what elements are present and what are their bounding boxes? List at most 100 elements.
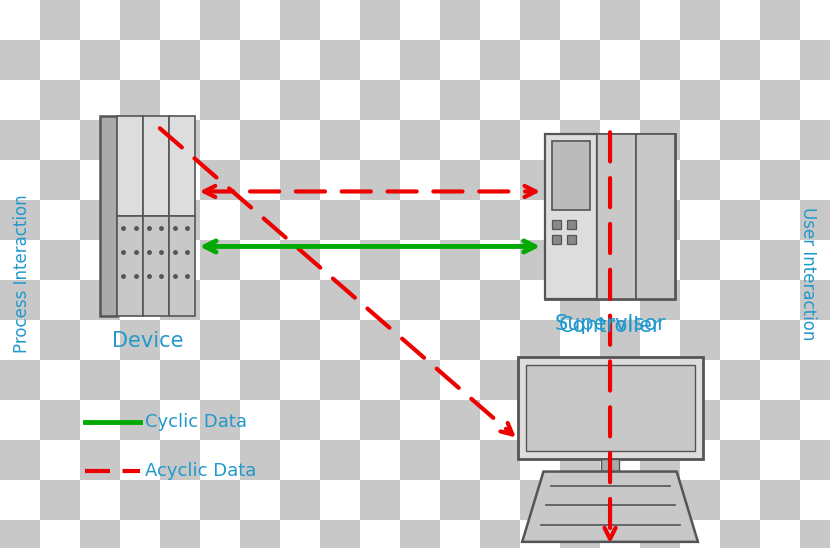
Bar [200,440,240,480]
Bar [400,80,440,120]
Bar [600,0,640,40]
Bar [240,240,280,280]
Bar [200,520,240,548]
Bar [440,0,480,40]
Bar [280,40,320,80]
Bar [545,134,675,299]
Bar [760,520,800,548]
Bar [600,440,640,480]
Bar [160,480,200,520]
Text: Process Interaction: Process Interaction [13,195,31,353]
Bar [480,360,520,400]
Bar [552,141,590,210]
Bar [240,40,280,80]
Bar [545,134,597,299]
Bar [600,360,640,400]
Bar [0,400,40,440]
Bar [80,160,120,200]
Bar [760,480,800,520]
Bar [320,40,360,80]
Bar [800,0,830,40]
Bar [160,240,200,280]
Text: Controller: Controller [559,316,662,336]
Bar [320,120,360,160]
Bar [600,80,640,120]
Bar [800,360,830,400]
Bar [0,440,40,480]
Bar [80,400,120,440]
Bar [440,240,480,280]
Bar [320,0,360,40]
Bar [0,480,40,520]
Bar [525,365,695,450]
Bar [760,320,800,360]
Bar [600,480,640,520]
Bar [40,360,80,400]
Bar [360,160,400,200]
Bar [640,120,680,160]
Bar [520,240,560,280]
Bar [80,320,120,360]
Bar [80,360,120,400]
Bar [80,280,120,320]
Bar [520,320,560,360]
Bar [80,40,120,80]
Bar [160,520,200,548]
Bar [400,280,440,320]
Bar [360,480,400,520]
Bar [560,0,600,40]
Bar [520,400,560,440]
Bar [800,240,830,280]
Bar [720,200,760,240]
Bar [360,520,400,548]
Bar [760,80,800,120]
Bar [40,400,80,440]
Bar [680,80,720,120]
Bar [100,117,117,316]
Bar [640,360,680,400]
Bar [200,200,240,240]
Bar [560,320,600,360]
Bar [720,240,760,280]
Bar [680,400,720,440]
Bar [280,520,320,548]
Bar [144,216,169,316]
Bar [280,360,320,400]
Bar [640,320,680,360]
Bar [280,240,320,280]
Bar [552,235,561,244]
Bar [400,320,440,360]
Bar [200,160,240,200]
Bar [40,440,80,480]
Text: Acyclic Data: Acyclic Data [145,463,256,480]
Bar [80,520,120,548]
Bar [320,80,360,120]
Bar [240,520,280,548]
Bar [40,280,80,320]
Bar [480,200,520,240]
Bar [280,120,320,160]
Bar [40,240,80,280]
Bar [280,280,320,320]
Bar [720,520,760,548]
Bar [240,280,280,320]
Bar [280,200,320,240]
Bar [440,520,480,548]
Bar [0,0,40,40]
Bar [120,40,160,80]
Bar [640,0,680,40]
Bar [560,280,600,320]
Bar [0,200,40,240]
Bar [144,117,169,216]
Bar [160,400,200,440]
Bar [440,280,480,320]
Bar [0,120,40,160]
Bar [400,360,440,400]
Bar [560,360,600,400]
Bar [360,400,400,440]
Bar [600,40,640,80]
Bar [240,320,280,360]
Bar [640,440,680,480]
Bar [600,200,640,240]
Bar [160,280,200,320]
